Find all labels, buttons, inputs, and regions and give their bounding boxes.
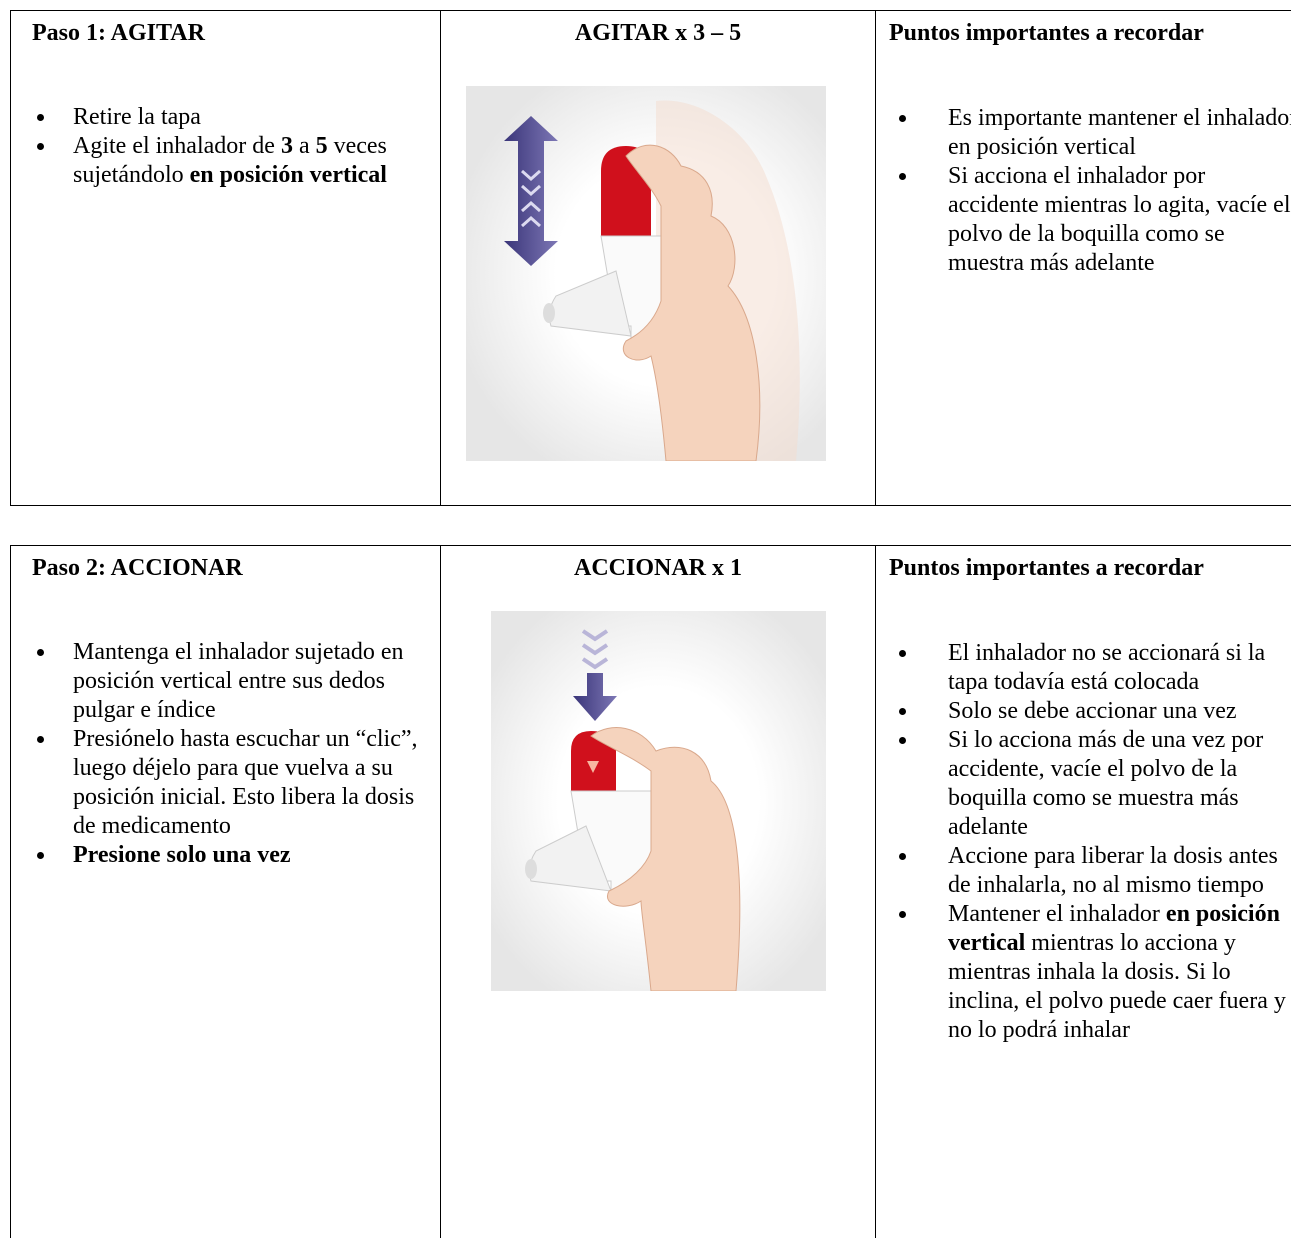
text: Mantener el inhalador — [948, 901, 1166, 927]
notes-list: Es importante mantener el inhalador en p… — [889, 104, 1291, 278]
step-column: Paso 2: ACCIONAR Mantenga el inhalador s… — [11, 546, 441, 1238]
text: Es importante mantener el inhalador en p… — [948, 105, 1291, 160]
notes-list: El inhalador no se accionará si la tapa … — [889, 639, 1291, 1045]
text: El inhalador no se accionará si la tapa … — [948, 640, 1266, 695]
bullet-item: Si acciona el inhalador por accidente mi… — [889, 162, 1291, 278]
step-title: Paso 2: ACCIONAR — [32, 555, 243, 581]
text: mientras lo acciona y mientras inhala la… — [948, 930, 1286, 1043]
image-column: AGITAR x 3 – 5 — [441, 11, 876, 505]
bullet-item: Presione solo una vez — [32, 841, 430, 870]
bullet-item: Es importante mantener el inhalador en p… — [889, 104, 1291, 162]
notes-column: Puntos importantes a recordar El inhalad… — [876, 546, 1291, 1238]
image-title: ACCIONAR x 1 — [574, 555, 742, 581]
shake-illustration — [466, 86, 826, 461]
press-illustration — [491, 611, 826, 991]
step-list: Retire la tapa Agite el inhalador de 3 a … — [32, 103, 430, 190]
bold-text: 5 — [315, 133, 328, 159]
text: Accione para liberar la dosis antes de i… — [948, 843, 1278, 898]
step-table: Paso 1: AGITAR Retire la tapa Agite el in… — [10, 10, 1291, 506]
text: Si acciona el inhalador por accidente mi… — [948, 163, 1291, 276]
bullet-item: Agite el inhalador de 3 a 5 veces sujetá… — [32, 132, 430, 190]
text: Retire la tapa — [73, 104, 201, 130]
notes-column: Puntos importantes a recordar Es importa… — [876, 11, 1291, 505]
bold-text: Presione solo una vez — [73, 842, 291, 868]
step-column: Paso 1: AGITAR Retire la tapa Agite el in… — [11, 11, 441, 505]
bullet-item: Mantener el inhalador en posición vertic… — [889, 900, 1291, 1045]
bullet-item: Accione para liberar la dosis antes de i… — [889, 842, 1291, 900]
image-title: AGITAR x 3 – 5 — [574, 20, 742, 46]
text: veces sujetándolo — [73, 133, 387, 188]
bullet-item: Retire la tapa — [32, 103, 430, 132]
text: Mantenga el inhalador sujetado en posici… — [73, 639, 404, 723]
step-table: Paso 2: ACCIONAR Mantenga el inhalador s… — [10, 545, 1291, 1238]
bold-text: en posición vertical — [189, 162, 387, 188]
bold-text: 3 — [280, 133, 293, 159]
bullet-item: Mantenga el inhalador sujetado en posici… — [32, 638, 430, 725]
step-title: Paso 1: AGITAR — [32, 20, 205, 46]
text: Si lo acciona más de una vez por acciden… — [948, 727, 1264, 840]
text: a — [292, 133, 316, 159]
text: Agite el inhalador de — [73, 133, 281, 159]
bullet-item: Presiónelo hasta escuchar un “clic”, lue… — [32, 725, 430, 841]
notes-title: Puntos importantes a recordar — [889, 20, 1204, 46]
bullet-item: El inhalador no se accionará si la tapa … — [889, 639, 1291, 697]
bullet-item: Solo se debe accionar una vez — [889, 697, 1291, 726]
image-column: ACCIONAR x 1 — [441, 546, 876, 1238]
notes-title: Puntos importantes a recordar — [889, 555, 1204, 581]
bold-text: en posición vertical — [948, 901, 1280, 956]
bullet-item: Si lo acciona más de una vez por acciden… — [889, 726, 1291, 842]
text: Solo se debe accionar una vez — [948, 698, 1237, 724]
text: Presiónelo hasta escuchar un “clic”, lue… — [73, 726, 418, 839]
step-list: Mantenga el inhalador sujetado en posici… — [32, 638, 430, 870]
